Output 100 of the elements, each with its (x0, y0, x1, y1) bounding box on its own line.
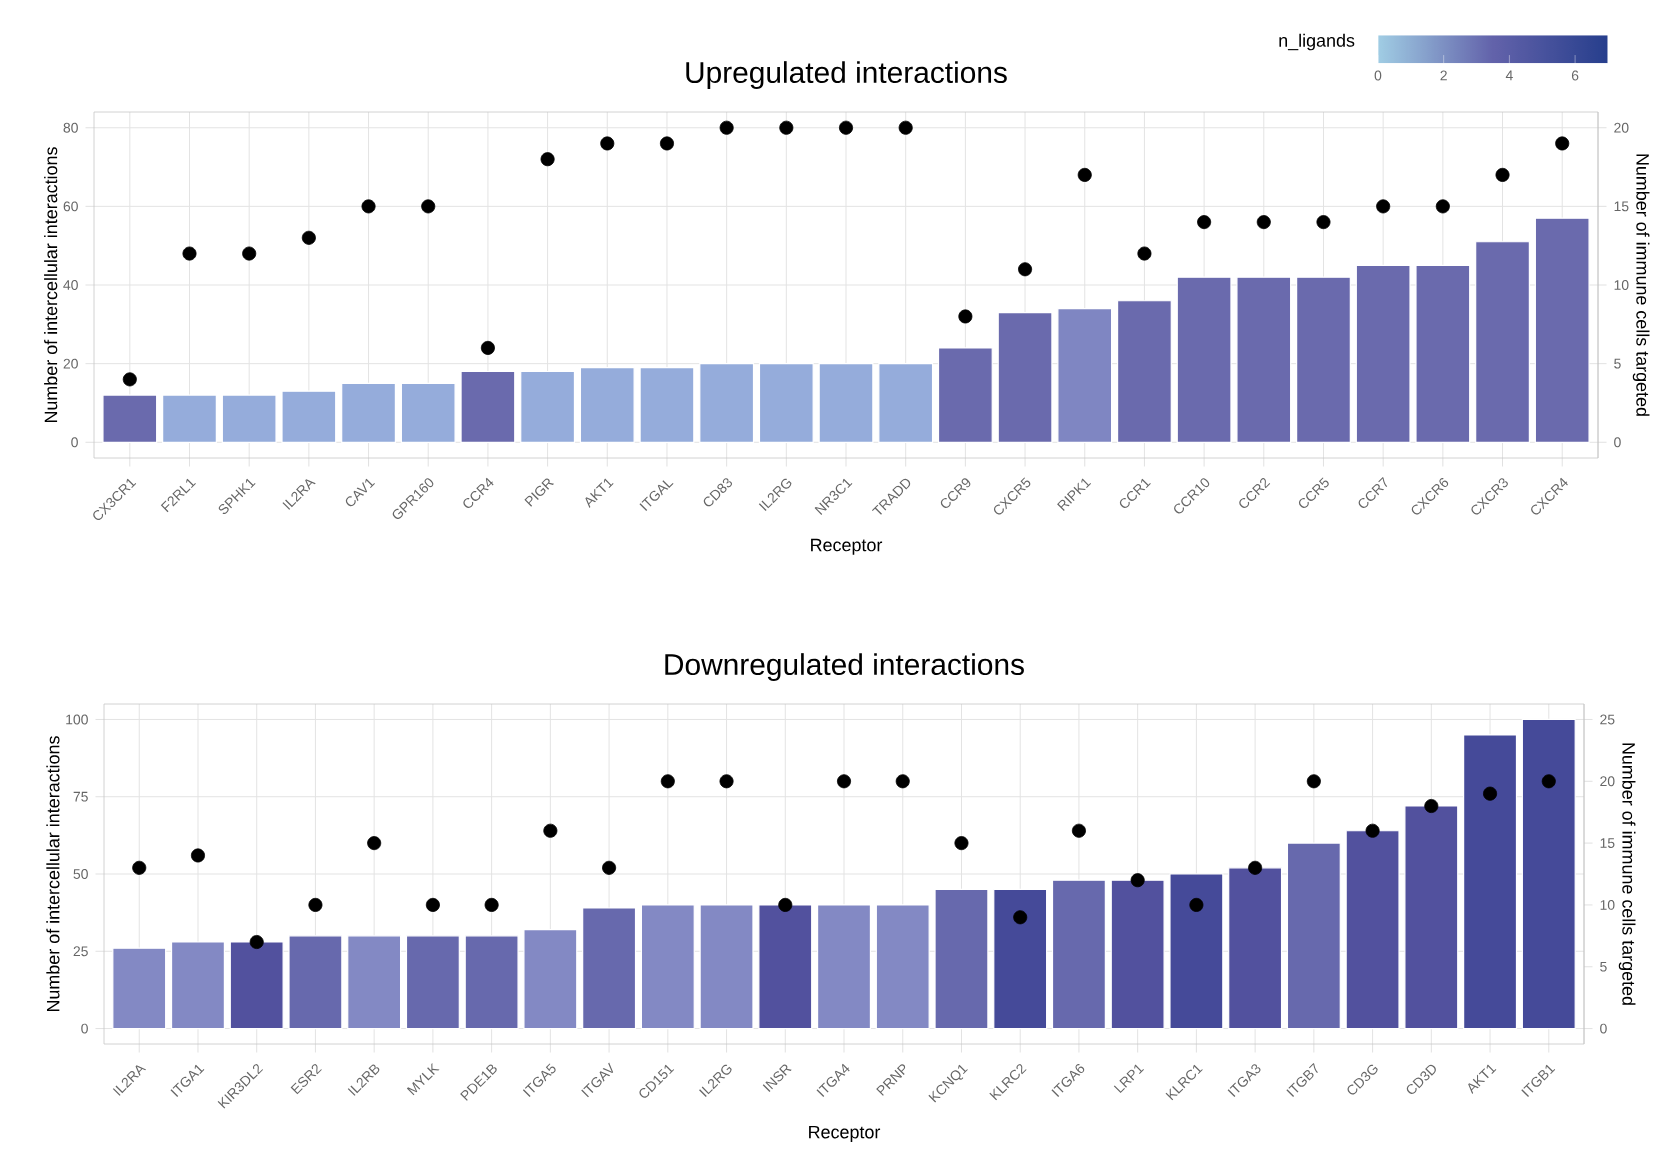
bar (1534, 217, 1590, 443)
bar (997, 311, 1053, 443)
point (1555, 136, 1570, 151)
bar (816, 904, 872, 1030)
point (719, 774, 734, 789)
point (1316, 215, 1331, 230)
bar (170, 941, 225, 1030)
y-axis-title: Number of intercellular interactions (44, 147, 58, 423)
point (484, 897, 499, 912)
bar (1057, 307, 1113, 443)
point (1071, 823, 1086, 838)
bar (640, 904, 695, 1030)
point (308, 897, 323, 912)
point (301, 230, 316, 245)
point (778, 897, 793, 912)
point (1248, 860, 1263, 875)
bar (1236, 276, 1292, 443)
point (837, 774, 852, 789)
point (1137, 246, 1152, 261)
chart-title: Upregulated interactions (686, 61, 1007, 89)
point (1376, 199, 1391, 214)
point (659, 136, 674, 151)
point (425, 897, 440, 912)
bar (288, 935, 343, 1030)
point (1077, 167, 1092, 182)
point (660, 774, 675, 789)
bar (405, 935, 460, 1030)
bar (1355, 264, 1411, 443)
bar (993, 888, 1048, 1030)
bar (1176, 276, 1232, 443)
bar (229, 941, 284, 1030)
point (719, 120, 734, 135)
color-bar-title: n_ligands (1279, 33, 1355, 51)
point (1256, 215, 1271, 230)
point (132, 860, 147, 875)
point (242, 246, 257, 261)
point (1541, 774, 1556, 789)
bar (1345, 830, 1400, 1030)
bar (934, 888, 989, 1030)
bar (281, 390, 337, 443)
bar (520, 370, 576, 443)
point (1483, 786, 1498, 801)
point (1306, 774, 1321, 789)
bar (1169, 873, 1224, 1030)
point (540, 152, 555, 167)
bar (162, 394, 217, 443)
y2-axis-title: Number of immune cells targeted (1632, 154, 1650, 416)
bar (1228, 867, 1283, 1030)
point (421, 199, 436, 214)
point (1435, 199, 1450, 214)
point (1189, 897, 1204, 912)
bar (937, 347, 993, 443)
point (122, 372, 137, 387)
y-axis-title: Number of intercellular interactions (46, 736, 60, 1012)
bar (639, 366, 695, 443)
bar (699, 904, 754, 1030)
bar (523, 929, 578, 1030)
bar (464, 935, 519, 1030)
chart-title: Downregulated interactions (665, 653, 1024, 681)
point (543, 823, 558, 838)
point (898, 120, 913, 135)
bar (1415, 264, 1471, 443)
bar (102, 394, 158, 443)
point (1365, 823, 1380, 838)
bar (1521, 718, 1576, 1030)
point (367, 836, 382, 851)
point (361, 199, 376, 214)
bar (400, 382, 456, 443)
bar (758, 363, 814, 443)
bar (1286, 842, 1341, 1030)
bar (1116, 300, 1172, 443)
point (1424, 799, 1439, 814)
point (182, 246, 197, 261)
point (1197, 215, 1212, 230)
point (602, 860, 617, 875)
bar (460, 370, 516, 443)
bar (582, 907, 637, 1030)
bar (1110, 879, 1165, 1030)
point (1013, 910, 1028, 925)
bar (758, 904, 813, 1030)
bar (1051, 879, 1106, 1030)
bar (1475, 241, 1530, 443)
bar (347, 935, 402, 1030)
bar (1296, 276, 1351, 443)
point (1130, 873, 1145, 888)
bar (221, 394, 277, 443)
bar (818, 363, 874, 443)
point (958, 309, 973, 324)
y2-axis-title: Number of immune cells targeted (1618, 743, 1636, 1005)
bar (875, 904, 930, 1030)
bar (878, 363, 934, 443)
point (1018, 262, 1033, 277)
bar (1463, 734, 1518, 1030)
x-axis-title: Receptor (809, 1125, 881, 1142)
point (779, 120, 794, 135)
point (600, 136, 615, 151)
bar (579, 366, 635, 443)
point (190, 848, 205, 863)
bar (1404, 805, 1459, 1030)
x-axis-title: Receptor (811, 538, 883, 555)
